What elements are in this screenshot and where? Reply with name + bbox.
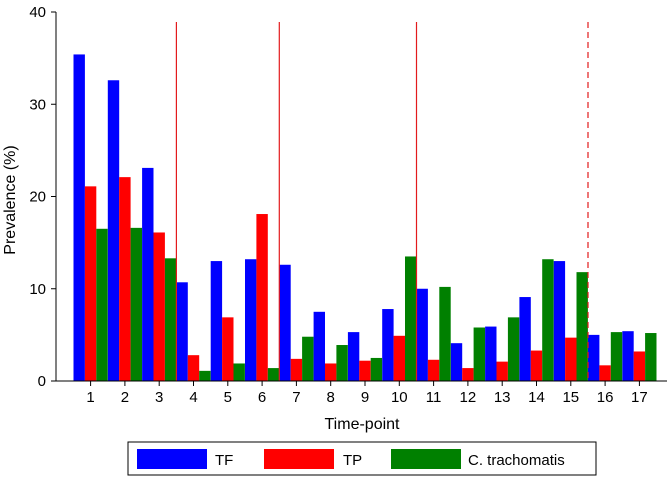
bar-tf-15	[553, 261, 566, 381]
bar-tf-9	[347, 332, 360, 381]
x-tick-label-10: 10	[391, 389, 408, 406]
bar-c-trachomatis-8	[336, 345, 348, 381]
bar-tp-12	[462, 368, 474, 381]
bar-c-trachomatis-2	[130, 227, 142, 381]
bar-c-trachomatis-13	[507, 317, 520, 381]
bar-tf-14	[519, 297, 531, 381]
bar-tp-2	[119, 177, 131, 381]
legend: TF TP C. trachomatis	[127, 441, 597, 476]
bar-tf-5	[210, 261, 223, 381]
bar-c-trachomatis-7	[302, 336, 314, 381]
bar-tp-5	[222, 317, 234, 381]
y-tick-label-10: 10	[29, 281, 46, 298]
x-tick-label-11: 11	[426, 389, 442, 406]
bar-tf-17	[622, 331, 634, 381]
x-tick-label-17: 17	[631, 389, 648, 406]
x-tick-label-16: 16	[597, 389, 614, 406]
legend-swatch-tp	[264, 449, 334, 469]
x-tick-label-3: 3	[155, 389, 163, 406]
y-tick-label-0: 0	[38, 373, 46, 390]
bar-tf-11	[416, 288, 428, 381]
bar-c-trachomatis-6	[267, 368, 280, 381]
bar-c-trachomatis-5	[233, 363, 245, 381]
bar-tp-8	[325, 363, 337, 381]
y-tick-label-40: 40	[29, 4, 46, 21]
bar-tp-7	[290, 358, 303, 381]
bar-c-trachomatis-14	[542, 259, 554, 381]
x-tick-label-1: 1	[86, 389, 94, 406]
legend-swatch-c-trachomatis	[391, 449, 461, 469]
bar-c-trachomatis-16	[610, 332, 623, 381]
bar-tp-4	[187, 355, 200, 381]
x-tick-label-15: 15	[562, 389, 579, 406]
x-axis-title: Time-point	[325, 416, 401, 433]
legend-label-tf: TF	[215, 452, 233, 469]
bar-c-trachomatis-12	[473, 327, 485, 381]
bar-tp-10	[393, 335, 405, 381]
bar-tf-1	[73, 54, 85, 381]
bar-tf-16	[588, 334, 600, 382]
bar-tp-9	[359, 360, 371, 381]
bar-c-trachomatis-3	[164, 258, 177, 381]
bar-tp-15	[565, 337, 577, 381]
bar-c-trachomatis-4	[199, 370, 211, 381]
x-tick-label-9: 9	[361, 389, 369, 406]
plot-area	[73, 22, 657, 382]
bar-tp-17	[633, 351, 646, 381]
bar-tf-12	[450, 343, 463, 381]
legend-swatch-tf	[137, 449, 207, 469]
bar-tf-4	[176, 282, 188, 381]
bar-tp-11	[427, 359, 440, 381]
bar-c-trachomatis-15	[576, 272, 588, 381]
legend-label-c-trachomatis: C. trachomatis	[468, 452, 565, 469]
bar-tf-3	[142, 167, 154, 381]
y-axis: 0 10 20 30 40	[29, 4, 57, 390]
bar-c-trachomatis-9	[370, 357, 383, 381]
bar-c-trachomatis-10	[405, 256, 417, 381]
y-axis-title: Prevalence (%)	[2, 145, 19, 254]
x-tick-label-2: 2	[121, 389, 129, 406]
legend-label-tp: TP	[343, 452, 362, 469]
y-tick-label-20: 20	[29, 189, 46, 206]
x-tick-label-4: 4	[189, 389, 197, 406]
x-tick-label-12: 12	[460, 389, 477, 406]
bar-c-trachomatis-1	[96, 228, 108, 381]
x-tick-label-14: 14	[528, 389, 545, 406]
bar-tf-8	[313, 311, 325, 381]
x-tick-label-7: 7	[292, 389, 300, 406]
bar-tf-7	[279, 264, 291, 381]
bar-tf-13	[485, 326, 497, 381]
bar-c-trachomatis-11	[439, 286, 451, 381]
x-tick-label-6: 6	[258, 389, 266, 406]
bar-tp-3	[153, 232, 165, 381]
bar-tp-14	[530, 350, 543, 381]
bar-tp-1	[84, 186, 97, 381]
bar-tp-16	[599, 365, 611, 381]
x-tick-label-8: 8	[327, 389, 335, 406]
bar-tf-10	[382, 309, 394, 381]
x-tick-label-5: 5	[224, 389, 232, 406]
bar-c-trachomatis-17	[645, 333, 657, 381]
x-tick-label-13: 13	[494, 389, 511, 406]
bar-tf-2	[107, 80, 120, 381]
x-axis: 1 2 3 4 5 6 7 8 9 10 11 12 13 14 15 16 17	[56, 380, 667, 406]
y-tick-label-30: 30	[29, 96, 46, 113]
bar-tp-13	[496, 361, 508, 381]
bar-tp-6	[256, 214, 268, 381]
bar-tf-6	[245, 259, 257, 381]
